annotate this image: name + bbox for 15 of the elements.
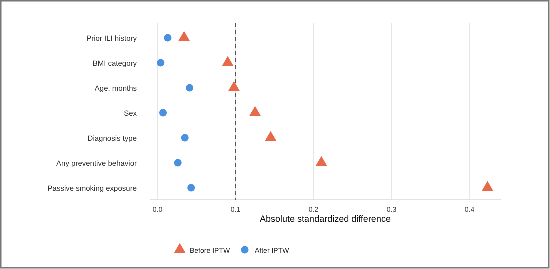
point: [164, 34, 172, 42]
point: [316, 156, 328, 166]
point: [174, 159, 182, 167]
point: [188, 184, 196, 192]
point: [482, 181, 494, 192]
point: [222, 56, 234, 66]
point: [181, 134, 189, 142]
point: [186, 84, 194, 92]
point: [249, 106, 262, 116]
point: [157, 59, 165, 67]
point: [159, 109, 168, 117]
point: [228, 81, 240, 92]
point: [178, 31, 190, 42]
x-axis-title: Absolute standardized difference: [260, 214, 391, 224]
point: [265, 131, 277, 142]
